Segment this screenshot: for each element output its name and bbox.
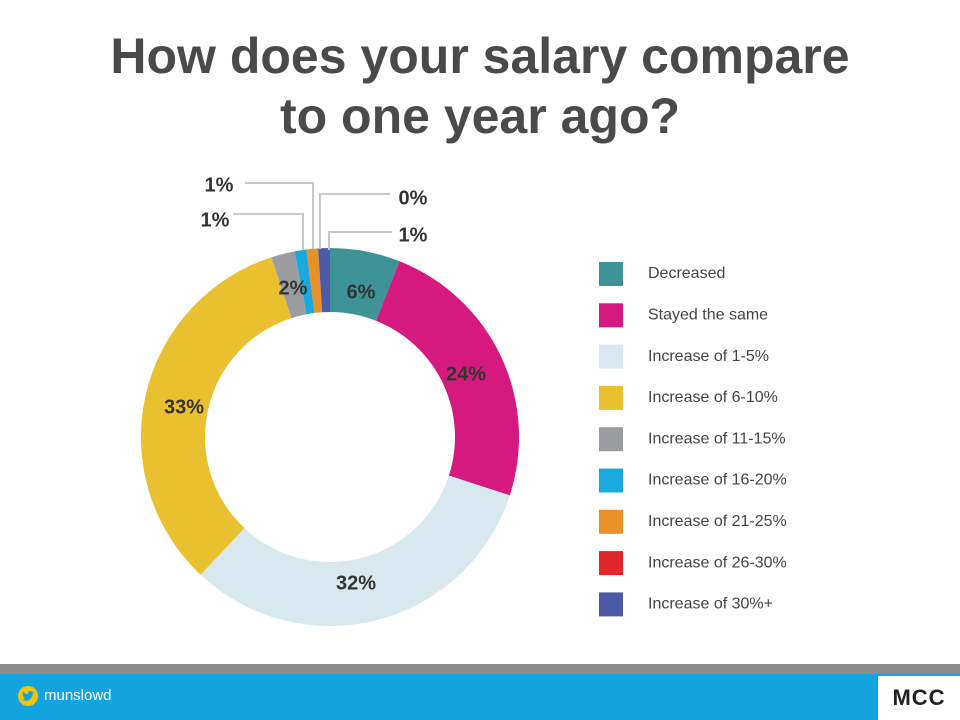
twitter-bird-icon — [18, 686, 38, 706]
brand-logo-text: MCC — [892, 685, 946, 710]
salary-donut-chart: 6% 24% 32% 33% 2% 1% 1% 0% 1% Decreased Stayed th… — [140, 174, 787, 626]
slice-label-increase-of-1-5pct: 32% — [336, 572, 376, 594]
legend-label-decreased: Decreased — [648, 265, 725, 282]
leader-line-increase-of-16-20pct — [233, 213, 304, 250]
legend-item-increase-of-11-15pct: Increase of 11-15% — [599, 427, 786, 452]
chart-legend: Decreased Stayed the same Increase of 1-5%… — [599, 262, 787, 617]
slice-increase-of-11-15pct — [271, 251, 307, 319]
leader-lines — [233, 182, 392, 250]
legend-swatch-increase-of-6-10pct — [599, 385, 623, 410]
legend-item-increase-of-21-25pct: Increase of 21-25% — [599, 509, 787, 534]
legend-item-increase-of-1-5pct: Increase of 1-5% — [599, 344, 769, 369]
slice-label-increase-of-30pctplus: 1% — [399, 224, 428, 246]
legend-swatch-stayed-the-same — [599, 303, 623, 328]
leader-line-increase-of-26-30pct — [319, 193, 390, 249]
slice-label-increase-of-11-15pct: 2% — [279, 277, 308, 299]
legend-label-increase-of-6-10pct: Increase of 6-10% — [648, 389, 778, 406]
legend-swatch-increase-of-1-5pct — [599, 344, 623, 369]
legend-label-increase-of-26-30pct: Increase of 26-30% — [648, 554, 787, 571]
legend-item-increase-of-26-30pct: Increase of 26-30% — [599, 551, 787, 576]
slice-increase-of-30pctplus — [318, 248, 330, 313]
legend-item-increase-of-16-20pct: Increase of 16-20% — [599, 468, 787, 493]
slice-label-increase-of-6-10pct: 33% — [164, 396, 204, 418]
slice-label-increase-of-16-20pct: 1% — [201, 209, 230, 231]
slice-increase-of-21-25pct — [306, 248, 323, 313]
legend-label-increase-of-21-25pct: Increase of 21-25% — [648, 513, 787, 530]
legend-label-increase-of-1-5pct: Increase of 1-5% — [648, 348, 769, 365]
footer-stripe — [0, 664, 960, 674]
twitter-handle: munslowd — [44, 687, 112, 704]
slice-increase-of-6-10pct — [140, 257, 292, 575]
slice-label-stayed-the-same: 24% — [446, 363, 486, 385]
legend-item-decreased: Decreased — [599, 262, 725, 286]
slice-increase-of-16-20pct — [294, 249, 315, 315]
chart-title-line-2: to one year ago? — [279, 88, 681, 144]
legend-swatch-decreased — [599, 262, 623, 286]
footer-bar — [0, 674, 960, 720]
slice-label-increase-of-21-25pct: 1% — [205, 174, 234, 196]
legend-label-increase-of-16-20pct: Increase of 16-20% — [648, 472, 787, 489]
legend-label-increase-of-11-15pct: Increase of 11-15% — [648, 430, 786, 447]
slice-label-decreased: 6% — [347, 281, 376, 303]
slice-label-increase-of-26-30pct: 0% — [399, 187, 428, 209]
legend-item-increase-of-30pctplus: Increase of 30%+ — [599, 592, 773, 617]
slice-decreased — [330, 248, 400, 321]
slice-increase-of-1-5pct — [200, 475, 510, 626]
legend-label-increase-of-30pctplus: Increase of 30%+ — [648, 596, 773, 613]
leader-line-increase-of-30pctplus — [328, 231, 392, 250]
donut-slices — [140, 248, 519, 626]
legend-swatch-increase-of-21-25pct — [599, 509, 623, 534]
legend-swatch-increase-of-26-30pct — [599, 551, 623, 576]
brand-logo: MCC — [878, 676, 960, 720]
chart-title-line-1: How does your salary compare — [110, 28, 850, 84]
leader-line-increase-of-21-25pct — [245, 182, 314, 249]
legend-swatch-increase-of-16-20pct — [599, 468, 623, 493]
legend-swatch-increase-of-30pctplus — [599, 592, 623, 617]
legend-swatch-increase-of-11-15pct — [599, 427, 623, 452]
chart-title: How does your salary compare to one year… — [0, 26, 960, 146]
slice-labels: 6% 24% 32% 33% 2% 1% 1% 0% 1% — [164, 174, 486, 594]
legend-label-stayed-the-same: Stayed the same — [648, 307, 768, 324]
slice-stayed-the-same — [376, 261, 519, 496]
legend-item-stayed-the-same: Stayed the same — [599, 303, 768, 328]
legend-item-increase-of-6-10pct: Increase of 6-10% — [599, 385, 778, 410]
